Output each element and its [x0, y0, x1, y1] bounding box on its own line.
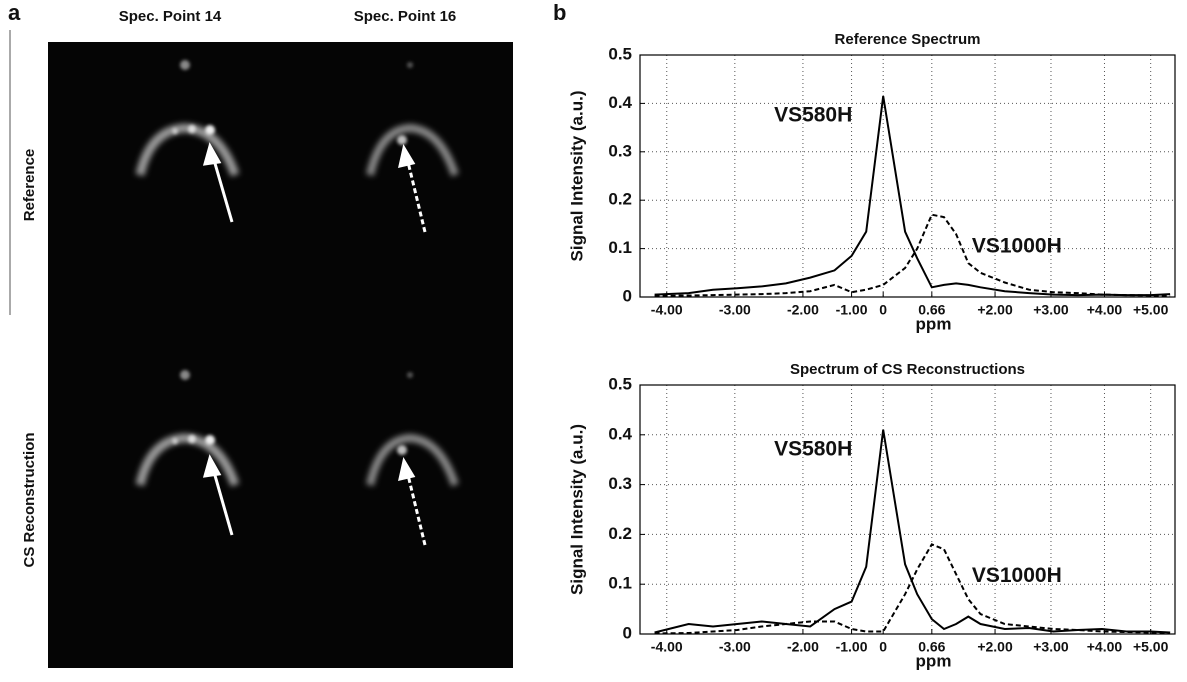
x-tick-label: +4.00	[1087, 639, 1123, 655]
x-tick-label: -1.00	[836, 302, 868, 318]
x-tick-label: +2.00	[977, 639, 1013, 655]
line-series	[654, 95, 1171, 297]
x-tick-label: -3.00	[719, 302, 751, 318]
x-tick-label: +5.00	[1133, 639, 1169, 655]
x-axis-label: ppm	[916, 651, 952, 670]
x-tick-label: 0	[879, 302, 887, 318]
x-tick-label: +3.00	[1033, 302, 1069, 318]
image-panel	[48, 42, 513, 668]
line-series	[654, 429, 1171, 634]
line-series	[654, 543, 1171, 635]
column-header: Spec. Point 14	[119, 8, 222, 25]
mri-images	[140, 60, 455, 485]
series-annotation: VS580H	[774, 437, 852, 460]
y-tick-label: 0.4	[608, 93, 632, 112]
plot-frame	[639, 54, 1176, 298]
y-axis-label: Signal Intensity (a.u.)	[567, 424, 586, 595]
series-annotation: VS580H	[774, 104, 852, 127]
x-tick-label: -4.00	[651, 302, 683, 318]
y-tick-label: 0.1	[608, 574, 632, 593]
row-header: Reference	[21, 149, 38, 222]
x-tick-label: +3.00	[1033, 639, 1069, 655]
series-annotation: VS1000H	[972, 564, 1062, 587]
row-header: CS Reconstruction	[21, 432, 38, 567]
y-tick-label: 0	[623, 286, 632, 305]
x-tick-label: -2.00	[787, 639, 819, 655]
x-tick-label: -3.00	[719, 639, 751, 655]
x-tick-label: -1.00	[836, 639, 868, 655]
y-tick-label: 0.5	[608, 44, 632, 63]
column-header: Spec. Point 16	[354, 8, 457, 25]
x-tick-label: +4.00	[1087, 302, 1123, 318]
arrows	[202, 142, 427, 546]
y-tick-label: 0	[623, 623, 632, 642]
y-tick-label: 0.1	[608, 238, 632, 257]
y-tick-label: 0.2	[608, 190, 632, 209]
chart-title: Reference Spectrum	[835, 31, 981, 48]
line-series	[654, 213, 1171, 297]
x-axis-label: ppm	[916, 314, 952, 333]
x-tick-label: 0.66	[918, 639, 945, 655]
series-annotation: VS1000H	[972, 234, 1062, 257]
plot-frame	[639, 384, 1176, 635]
x-tick-label: +2.00	[977, 302, 1013, 318]
panel-label: b	[553, 0, 566, 25]
x-tick-label: 0.66	[918, 302, 945, 318]
x-tick-label: -2.00	[787, 302, 819, 318]
x-tick-label: -4.00	[651, 639, 683, 655]
chart-title: Spectrum of CS Reconstructions	[790, 361, 1025, 378]
x-tick-label: 0	[879, 639, 887, 655]
x-tick-label: +5.00	[1133, 302, 1169, 318]
panel-label: a	[8, 0, 21, 25]
y-tick-label: 0.2	[608, 524, 632, 543]
y-tick-label: 0.3	[608, 141, 632, 160]
y-axis-label: Signal Intensity (a.u.)	[567, 91, 586, 262]
y-tick-label: 0.5	[608, 374, 632, 393]
y-tick-label: 0.4	[608, 424, 632, 443]
y-tick-label: 0.3	[608, 474, 632, 493]
